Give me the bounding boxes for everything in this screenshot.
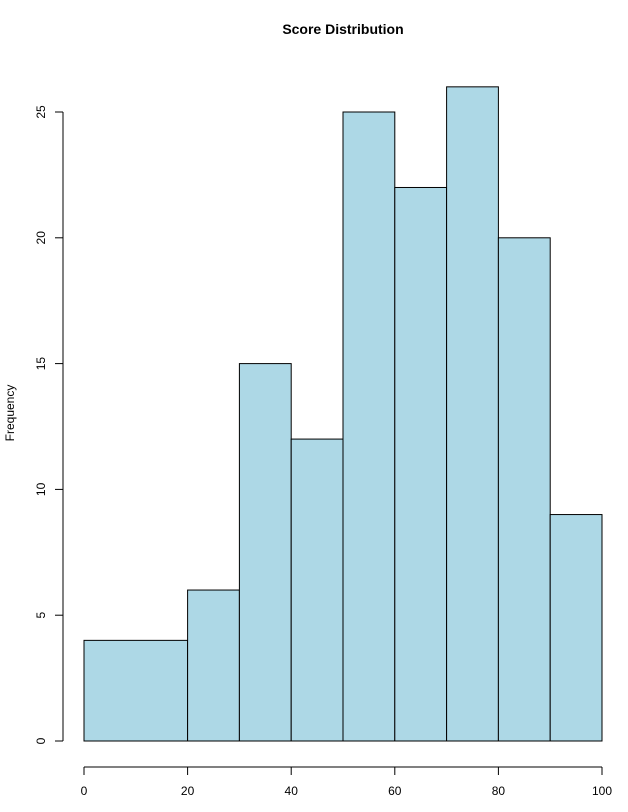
y-tick-label: 25 (34, 105, 48, 119)
x-tick-label: 20 (181, 784, 195, 798)
histogram-bar (187, 589, 240, 742)
y-tick-label: 0 (34, 737, 48, 744)
histogram-bar (549, 514, 603, 742)
x-tick-label: 80 (492, 784, 506, 798)
histogram-bar (290, 438, 344, 742)
histogram-bar (446, 86, 499, 742)
y-tick-label: 5 (34, 612, 48, 619)
y-axis: 0 5 10 15 20 25 (34, 105, 64, 744)
histogram-bar (83, 639, 189, 742)
bars (83, 86, 603, 742)
histogram-bar (497, 237, 551, 742)
y-tick-label: 20 (34, 231, 48, 245)
x-axis: 0 20 40 60 80 100 (81, 766, 612, 798)
histogram-bar (238, 363, 292, 742)
x-tick-label: 60 (388, 784, 402, 798)
histogram-bar (342, 111, 396, 742)
histogram-bar (394, 186, 448, 742)
y-axis-label: Frequency (3, 385, 17, 442)
x-tick-label: 0 (81, 784, 88, 798)
x-tick-label: 40 (285, 784, 299, 798)
y-tick-label: 15 (34, 357, 48, 371)
x-tick-label: 100 (592, 784, 612, 798)
y-tick-label: 10 (34, 482, 48, 496)
chart-title: Score Distribution (282, 21, 403, 37)
